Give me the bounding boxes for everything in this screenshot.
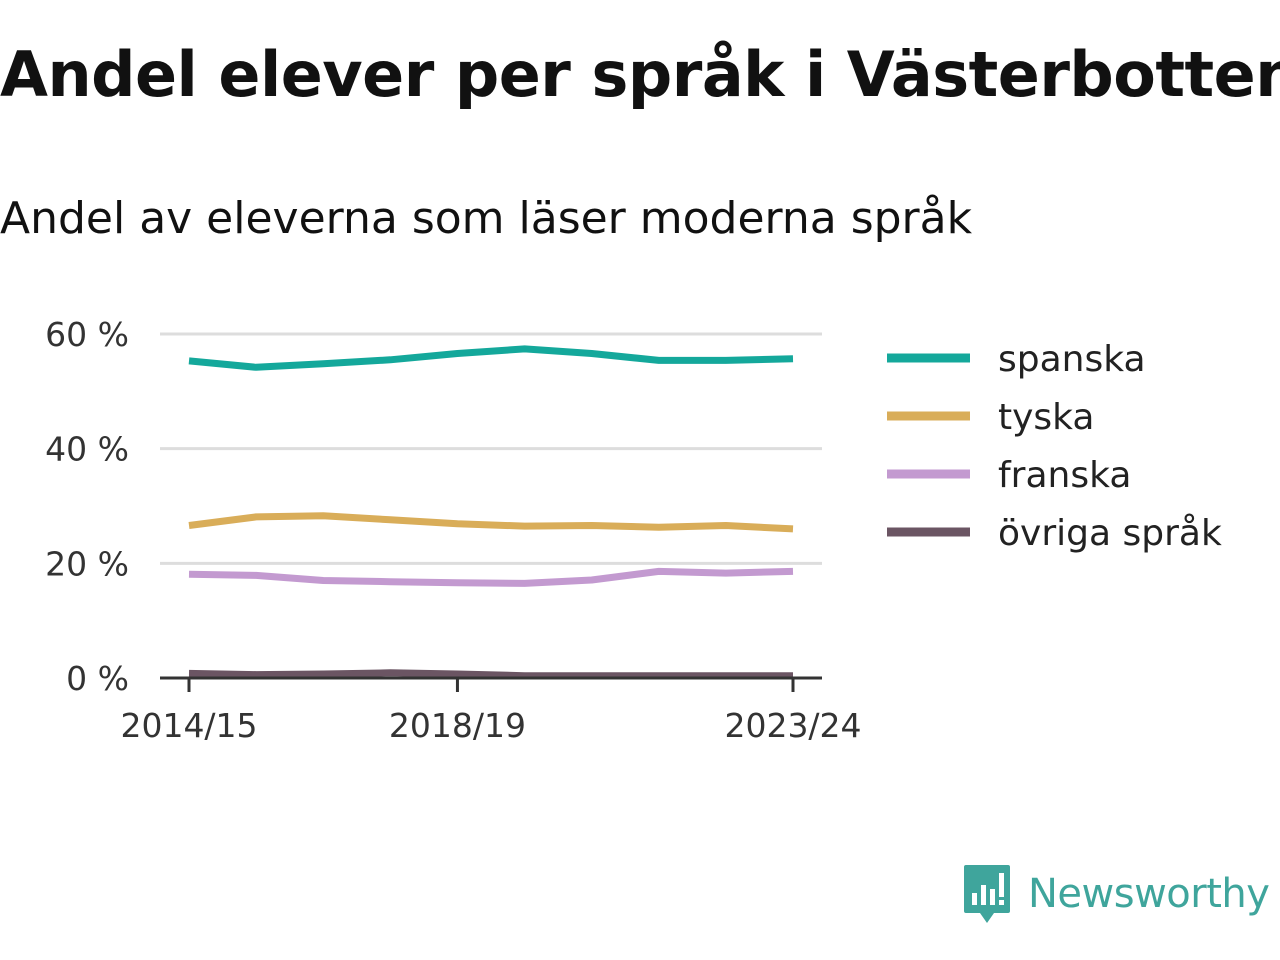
x-tick-label: 2023/24 <box>724 706 861 745</box>
brand: Newsworthy <box>962 862 1270 926</box>
legend-label: spanska <box>998 339 1146 380</box>
series-lines <box>188 345 794 680</box>
chart-title: Andel elever per språk i Västerbotten <box>0 38 1280 111</box>
chart-subtitle: Andel av eleverna som läser moderna språ… <box>0 193 973 244</box>
series-line <box>188 345 794 371</box>
x-axis: 2014/15 2018/19 2023/24 <box>120 676 862 745</box>
y-tick-label: 0 % <box>66 659 129 698</box>
line-chart: 0 % 20 % 40 % 60 % 2014/15 2018/19 2023/24 sp… <box>45 315 1222 745</box>
brand-name: Newsworthy <box>1028 871 1270 917</box>
series-line <box>188 512 794 533</box>
legend: spanska tyska franska övriga språk <box>887 339 1222 554</box>
legend-label: övriga språk <box>998 513 1222 554</box>
y-tick-label: 20 % <box>45 544 129 583</box>
x-tick-label: 2014/15 <box>120 706 257 745</box>
newsworthy-logo-icon <box>964 865 1010 923</box>
series-line <box>188 567 794 587</box>
legend-label: franska <box>998 455 1131 496</box>
y-tick-label: 40 % <box>45 430 129 469</box>
y-axis-tick-labels: 0 % 20 % 40 % 60 % <box>45 315 129 698</box>
legend-label: tyska <box>998 397 1094 438</box>
x-tick-label: 2018/19 <box>389 706 526 745</box>
grid-lines <box>160 332 822 565</box>
series-line <box>188 669 793 680</box>
y-tick-label: 60 % <box>45 315 129 354</box>
